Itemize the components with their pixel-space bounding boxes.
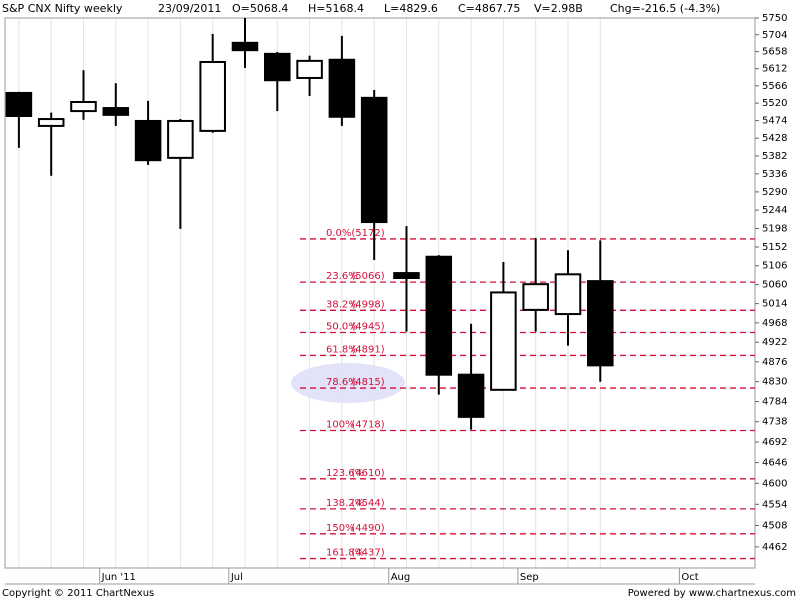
fib-ratio: 78.6% (326, 377, 358, 388)
fib-ratio: 123.6% (326, 468, 364, 479)
candle-body (393, 272, 420, 279)
y-tick-label: 4600 (762, 478, 787, 489)
title: S&P CNX Nifty weekly (2, 2, 123, 15)
y-tick-label: 5566 (762, 81, 787, 92)
y-tick-label: 4692 (762, 437, 787, 448)
open: O=5068.4 (232, 2, 288, 15)
y-tick-label: 4968 (762, 318, 787, 329)
candle-body (5, 91, 33, 118)
y-tick-label: 5290 (762, 187, 787, 198)
fib-ratio: 61.8% (326, 344, 358, 355)
powered-by: Powered by www.chartnexus.com (628, 588, 796, 599)
candle-body (554, 273, 582, 316)
y-tick-label: 5060 (762, 280, 787, 291)
high: H=5168.4 (308, 2, 364, 15)
copyright: Copyright © 2011 ChartNexus (2, 588, 154, 599)
candle-body (328, 58, 356, 118)
date: 23/09/2011 (158, 2, 221, 15)
y-tick-label: 5750 (762, 13, 787, 24)
y-tick-label: 4784 (762, 397, 787, 408)
fib-ratio: 161.8% (326, 548, 364, 559)
fib-ratio: 138.2% (326, 498, 364, 509)
y-tick-label: 4876 (762, 357, 787, 368)
candle-body (490, 291, 517, 391)
y-tick-label: 5658 (762, 47, 787, 58)
y-tick-label: 4830 (762, 377, 787, 388)
fib-ratio: 0.0% (326, 228, 351, 239)
change: Chg=-216.5 (-4.3%) (610, 2, 720, 15)
candle-body (296, 59, 323, 79)
candle-body (231, 41, 259, 52)
candle-body (102, 107, 130, 116)
plot-frame (4, 17, 756, 569)
fib-value: (4718) (351, 420, 384, 431)
fib-ratio: 50.0% (326, 322, 358, 333)
x-tick-label: Sep (520, 572, 539, 583)
y-tick-label: 5520 (762, 98, 787, 109)
candle-body (199, 60, 226, 132)
y-tick-label: 5244 (762, 205, 787, 216)
y-tick-label: 5474 (762, 116, 787, 127)
y-tick-label: 5336 (762, 169, 787, 180)
fib-value: (5172) (351, 228, 384, 239)
fib-value: (5066) (351, 271, 384, 282)
fib-ratio: 100% (326, 420, 355, 431)
y-tick-label: 4646 (762, 458, 787, 469)
fib-value: (4998) (351, 299, 384, 310)
y-tick-label: 5152 (762, 242, 787, 253)
highlight (291, 363, 405, 403)
y-tick-label: 4462 (762, 542, 787, 553)
header: S&P CNX Nifty weekly 23/09/2011 O=5068.4… (2, 2, 720, 15)
close: C=4867.75 (458, 2, 520, 15)
candle-body (425, 255, 453, 376)
fib-value: (4544) (351, 498, 384, 509)
fib-ratio: 38.2% (326, 299, 358, 310)
y-tick-label: 4554 (762, 499, 787, 510)
fib-value: (4437) (351, 548, 384, 559)
x-tick-label: Jun '11 (101, 572, 136, 583)
fib-value: (4891) (351, 344, 384, 355)
y-tick-label: 5428 (762, 133, 787, 144)
candle-body (167, 119, 194, 159)
y-tick-label: 5014 (762, 299, 787, 310)
candle-body (264, 52, 291, 82)
fib-ratio: 23.6% (326, 271, 358, 282)
fib-value: (4610) (351, 468, 384, 479)
fib-ratio: 150% (326, 523, 355, 534)
x-tick-label: Aug (391, 572, 411, 583)
y-tick-label: 4738 (762, 417, 787, 428)
y-tick-label: 4508 (762, 520, 787, 531)
candle-body (457, 373, 485, 418)
y-tick-label: 5198 (762, 223, 787, 234)
candle-body (587, 280, 614, 367)
x-tick-label: Jul (230, 572, 243, 583)
fib-value: (4490) (351, 523, 384, 534)
y-tick-label: 4922 (762, 337, 787, 348)
y-tick-label: 5704 (762, 30, 787, 41)
candle-body (360, 96, 388, 224)
low: L=4829.6 (384, 2, 438, 15)
y-tick-label: 5106 (762, 261, 787, 272)
fib-value: (4815) (351, 377, 384, 388)
candle-body (134, 119, 162, 162)
y-tick-label: 5382 (762, 151, 787, 162)
fib-value: (4945) (351, 322, 384, 333)
candle-body (70, 100, 97, 113)
candle-body (522, 283, 549, 311)
volume: V=2.98B (534, 2, 583, 15)
y-tick-label: 5612 (762, 64, 787, 75)
x-tick-label: Oct (681, 572, 698, 583)
candle-body (37, 118, 65, 127)
